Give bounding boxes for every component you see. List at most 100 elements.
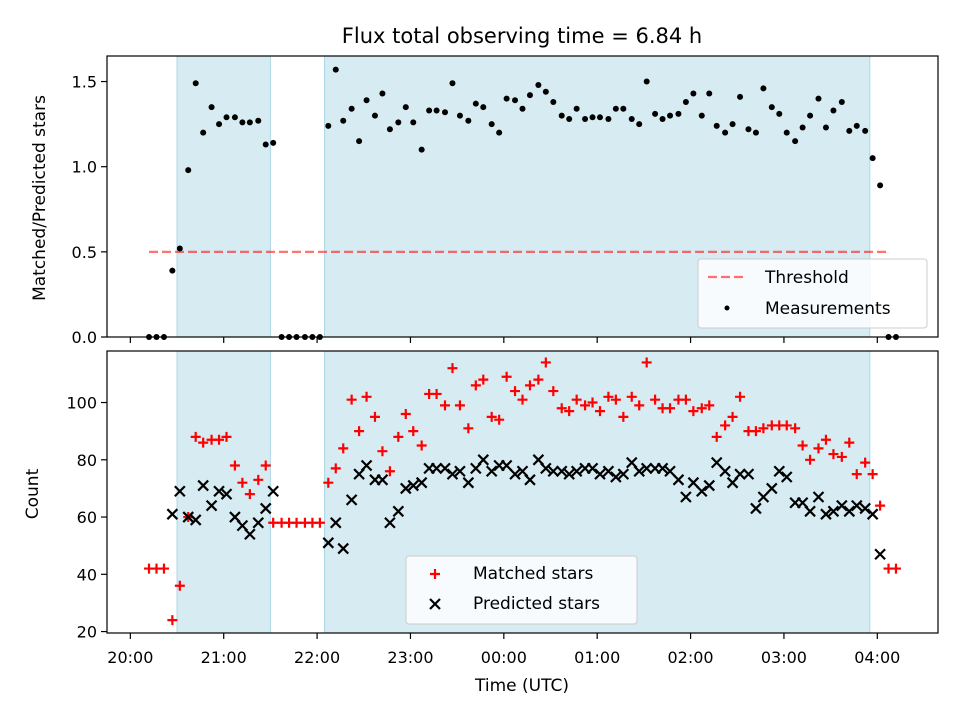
measurement-point xyxy=(410,119,417,126)
count-legend: Matched stars Predicted stars xyxy=(405,555,638,625)
predicted-star-point xyxy=(446,468,459,480)
matched-star-point xyxy=(330,463,341,474)
matched-star-point xyxy=(291,517,302,528)
measurement-point xyxy=(472,100,479,107)
measurement-point xyxy=(822,124,829,131)
measurement-point xyxy=(667,112,674,119)
measurement-point xyxy=(628,116,635,123)
predicted-star-point xyxy=(827,505,840,518)
measurement-point xyxy=(185,167,192,174)
measurement-point xyxy=(519,105,526,112)
matched-star-point xyxy=(688,406,699,417)
matched-star-point xyxy=(828,449,839,460)
predicted-star-point xyxy=(197,479,209,492)
matched-star-point xyxy=(221,431,232,442)
matched-star-point xyxy=(610,394,621,405)
matched-star-point xyxy=(867,469,878,480)
count-y-tick-label: 100 xyxy=(66,394,97,413)
matched-star-point xyxy=(408,426,419,437)
measurement-point xyxy=(582,116,589,123)
measurement-point xyxy=(449,80,456,87)
matched-star-point xyxy=(641,357,652,368)
matched-star-point xyxy=(665,403,676,414)
legend-box xyxy=(405,555,638,625)
measurement-point xyxy=(442,109,449,116)
matched-star-point xyxy=(214,434,225,445)
count-y-ticks: 20 40 60 80 100 xyxy=(66,394,107,642)
count-y-tick-label: 80 xyxy=(77,451,97,470)
matched-star-point xyxy=(548,386,559,397)
matched-star-point xyxy=(494,414,505,425)
chart-title: Flux total observing time = 6.84 h xyxy=(342,24,702,48)
measurement-point xyxy=(643,78,650,85)
matched-star-point xyxy=(524,380,535,391)
measurement-point xyxy=(596,114,603,121)
predicted-star-point xyxy=(843,505,856,518)
matched-star-point xyxy=(244,489,255,500)
measurement-point xyxy=(363,97,370,104)
matched-star-point xyxy=(851,469,862,480)
matched-star-point xyxy=(393,431,404,442)
predicted-star-point xyxy=(617,468,630,480)
matched-star-point xyxy=(369,411,380,422)
matched-star-point xyxy=(361,391,372,402)
measurement-point xyxy=(512,97,519,104)
matched-star-point xyxy=(463,423,474,434)
measurement-point xyxy=(496,129,503,136)
measurement-point xyxy=(682,98,689,105)
measurement-point xyxy=(768,104,775,111)
measurement-point xyxy=(332,66,339,73)
measurement-point xyxy=(169,267,176,274)
measurement-point xyxy=(760,85,767,92)
predicted-star-point xyxy=(500,459,513,472)
matched-star-point xyxy=(486,411,497,422)
measurement-point xyxy=(698,112,705,119)
predicted-star-point xyxy=(836,499,848,512)
predicted-star-point xyxy=(866,508,879,520)
predicted-star-point xyxy=(734,468,746,480)
legend-predicted-swatch xyxy=(429,598,441,610)
measurement-point xyxy=(807,112,814,119)
predicted-star-point xyxy=(267,485,279,498)
measurement-point xyxy=(558,112,565,119)
measurement-point xyxy=(192,80,199,87)
predicted-star-point xyxy=(610,471,622,483)
measurement-point xyxy=(216,121,223,128)
measurement-point xyxy=(208,104,215,111)
matched-star-point xyxy=(384,466,395,477)
matched-star-point xyxy=(454,400,465,411)
measurement-point xyxy=(356,138,363,145)
legend-predicted-label: Predicted stars xyxy=(473,594,600,614)
matched-star-point xyxy=(820,434,831,445)
measurement-point xyxy=(550,98,557,105)
matched-star-point xyxy=(440,400,451,411)
predicted-star-point xyxy=(570,465,583,478)
matched-star-point xyxy=(860,457,871,468)
legend-box xyxy=(697,258,928,329)
matched-star-point xyxy=(431,388,442,399)
measurement-point xyxy=(838,98,845,105)
matched-star-point xyxy=(696,403,707,414)
count-x-tick-label: 00:00 xyxy=(481,648,527,667)
matched-star-point xyxy=(564,406,575,417)
matched-star-point xyxy=(237,477,248,488)
ratio-y-tick-label: 1.5 xyxy=(72,73,97,92)
measurement-point xyxy=(830,107,837,114)
predicted-star-point xyxy=(695,485,708,498)
ratio-y-ticks: 0.0 0.5 1.0 1.5 xyxy=(72,73,107,347)
matched-star-point xyxy=(805,454,816,465)
matched-star-point xyxy=(501,371,512,382)
legend-matched-swatch xyxy=(430,569,440,579)
predicted-star-point xyxy=(812,491,825,503)
measurement-point xyxy=(620,105,627,112)
predicted-star-point xyxy=(742,468,755,480)
predicted-star-point xyxy=(454,465,466,478)
count-x-tick-label: 23:00 xyxy=(387,648,433,667)
count-x-ticks: 20:00 21:00 22:00 23:00 00:00 01:00 02:00 03:00… xyxy=(107,633,900,667)
ratio-y-tick-label: 1.0 xyxy=(72,158,97,177)
matched-star-point xyxy=(890,563,901,574)
predicted-star-point xyxy=(850,499,863,512)
measurement-point xyxy=(799,124,806,131)
measurement-point xyxy=(386,126,393,133)
count-y-tick-label: 60 xyxy=(77,508,97,527)
